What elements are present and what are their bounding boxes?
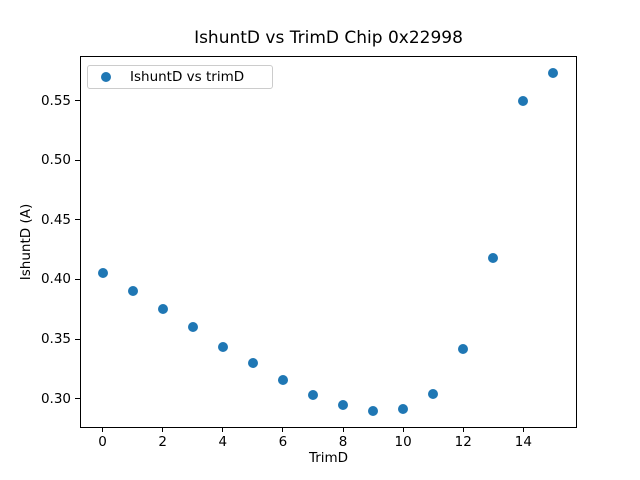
legend-label: IshuntD vs trimD	[130, 69, 245, 85]
y-tick-label: 0.55	[40, 92, 71, 109]
scatter-point	[368, 405, 379, 416]
scatter-point	[187, 322, 198, 333]
x-tick-mark	[222, 427, 224, 432]
y-tick-mark	[75, 338, 80, 340]
x-tick-label: 10	[394, 434, 412, 450]
x-tick-mark	[162, 427, 164, 432]
y-tick-label: 0.40	[40, 271, 71, 288]
scatter-point	[127, 286, 138, 297]
scatter-point	[307, 390, 318, 401]
legend: IshuntD vs trimD	[87, 65, 274, 89]
chart-title: IshuntD vs TrimD Chip 0x22998	[194, 28, 463, 48]
scatter-point	[518, 95, 529, 106]
x-tick-label: 0	[98, 434, 107, 450]
scatter-point	[428, 388, 439, 399]
x-tick-mark	[282, 427, 284, 432]
x-tick-label: 4	[218, 434, 228, 450]
y-tick-mark	[75, 398, 80, 400]
scatter-point	[488, 253, 499, 263]
scatter-point	[97, 268, 108, 279]
x-tick-mark	[462, 427, 464, 432]
legend-marker-dot-icon	[101, 72, 111, 82]
x-axis-label: TrimD	[308, 450, 349, 466]
y-tick-mark	[75, 159, 80, 161]
y-tick-mark	[75, 219, 80, 221]
scatter-point	[398, 404, 409, 415]
y-tick-label: 0.45	[40, 211, 71, 228]
y-axis-label: IshuntD (A)	[18, 203, 34, 281]
x-tick-mark	[522, 427, 524, 432]
scatter-point	[277, 374, 288, 385]
y-tick-label: 0.50	[40, 152, 71, 169]
x-tick-label: 8	[338, 434, 348, 450]
y-tick-mark	[75, 278, 80, 280]
plot-area	[80, 56, 577, 428]
x-tick-mark	[402, 427, 404, 432]
scatter-point	[217, 342, 228, 353]
x-tick-mark	[102, 427, 104, 432]
x-tick-label: 2	[158, 434, 167, 450]
scatter-point	[458, 343, 469, 354]
scatter-point	[157, 304, 168, 315]
x-tick-label: 14	[514, 434, 532, 450]
x-tick-label: 12	[454, 434, 472, 450]
scatter-point	[338, 399, 349, 410]
y-tick-mark	[75, 100, 80, 102]
scatter-point	[548, 68, 559, 79]
scatter-point	[247, 357, 258, 368]
y-tick-label: 0.35	[40, 331, 71, 348]
x-tick-label: 6	[278, 434, 288, 450]
x-tick-mark	[342, 427, 344, 432]
y-tick-label: 0.30	[40, 390, 71, 407]
